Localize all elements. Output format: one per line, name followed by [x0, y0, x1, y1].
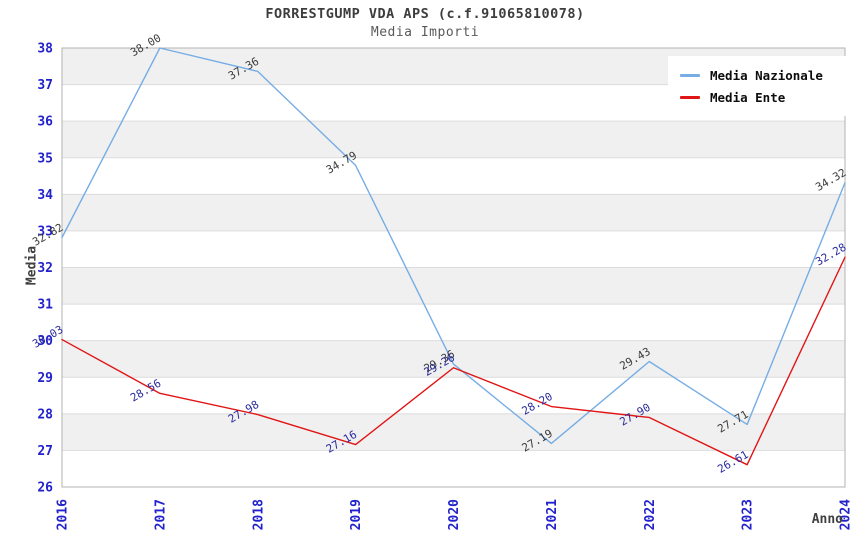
y-tick-label: 35 — [37, 151, 53, 166]
y-tick-label: 30 — [37, 334, 53, 349]
legend-item-media-nazionale: Media Nazionale — [680, 68, 846, 83]
grid-band — [62, 121, 845, 158]
legend-label-nazionale: Media Nazionale — [710, 68, 823, 83]
y-tick-label: 27 — [37, 444, 53, 459]
x-tick-label: 2023 — [741, 499, 756, 530]
data-label: 32.28 — [813, 241, 848, 269]
x-tick-label: 2019 — [349, 499, 364, 530]
data-label: 34.32 — [813, 166, 848, 194]
y-tick-label: 34 — [37, 188, 53, 203]
y-tick-label: 37 — [37, 78, 53, 93]
grid-band — [62, 194, 845, 231]
y-tick-label: 29 — [37, 371, 53, 386]
legend-swatch-ente — [680, 96, 700, 99]
y-tick-label: 33 — [37, 224, 53, 239]
legend-swatch-nazionale — [680, 74, 700, 77]
y-tick-label: 28 — [37, 407, 53, 422]
y-tick-label: 38 — [37, 42, 53, 57]
y-tick-label: 32 — [37, 261, 53, 276]
grid-band — [62, 340, 845, 378]
data-label: 28.56 — [128, 377, 163, 405]
legend-label-ente: Media Ente — [710, 90, 786, 105]
series-line-media-ente — [61, 256, 846, 466]
series-line-media-nazionale — [61, 47, 846, 445]
x-tick-label: 2017 — [153, 499, 168, 530]
chart-title: FORRESTGUMP VDA APS (c.f.91065810078) — [265, 6, 585, 22]
x-tick-label: 2022 — [643, 499, 658, 530]
x-tick-label: 2021 — [545, 499, 560, 530]
x-tick-label: 2020 — [447, 499, 462, 530]
x-tick-label: 2024 — [839, 499, 850, 530]
chart-subtitle: Media Importi — [370, 25, 480, 40]
legend-item-media-ente: Media Ente — [680, 90, 846, 105]
y-axis-title: Media — [24, 245, 40, 286]
grid-band — [62, 267, 845, 305]
x-tick-label: 2016 — [56, 499, 71, 530]
grid-band — [62, 413, 845, 451]
y-tick-label: 36 — [37, 115, 53, 130]
x-tick-label: 2018 — [251, 499, 266, 530]
legend: Media Nazionale Media Ente — [668, 56, 846, 116]
x-axis-title: Anno — [811, 512, 843, 527]
y-tick-label: 26 — [37, 481, 53, 496]
plot-frame — [61, 47, 846, 488]
y-tick-label: 31 — [37, 298, 53, 313]
